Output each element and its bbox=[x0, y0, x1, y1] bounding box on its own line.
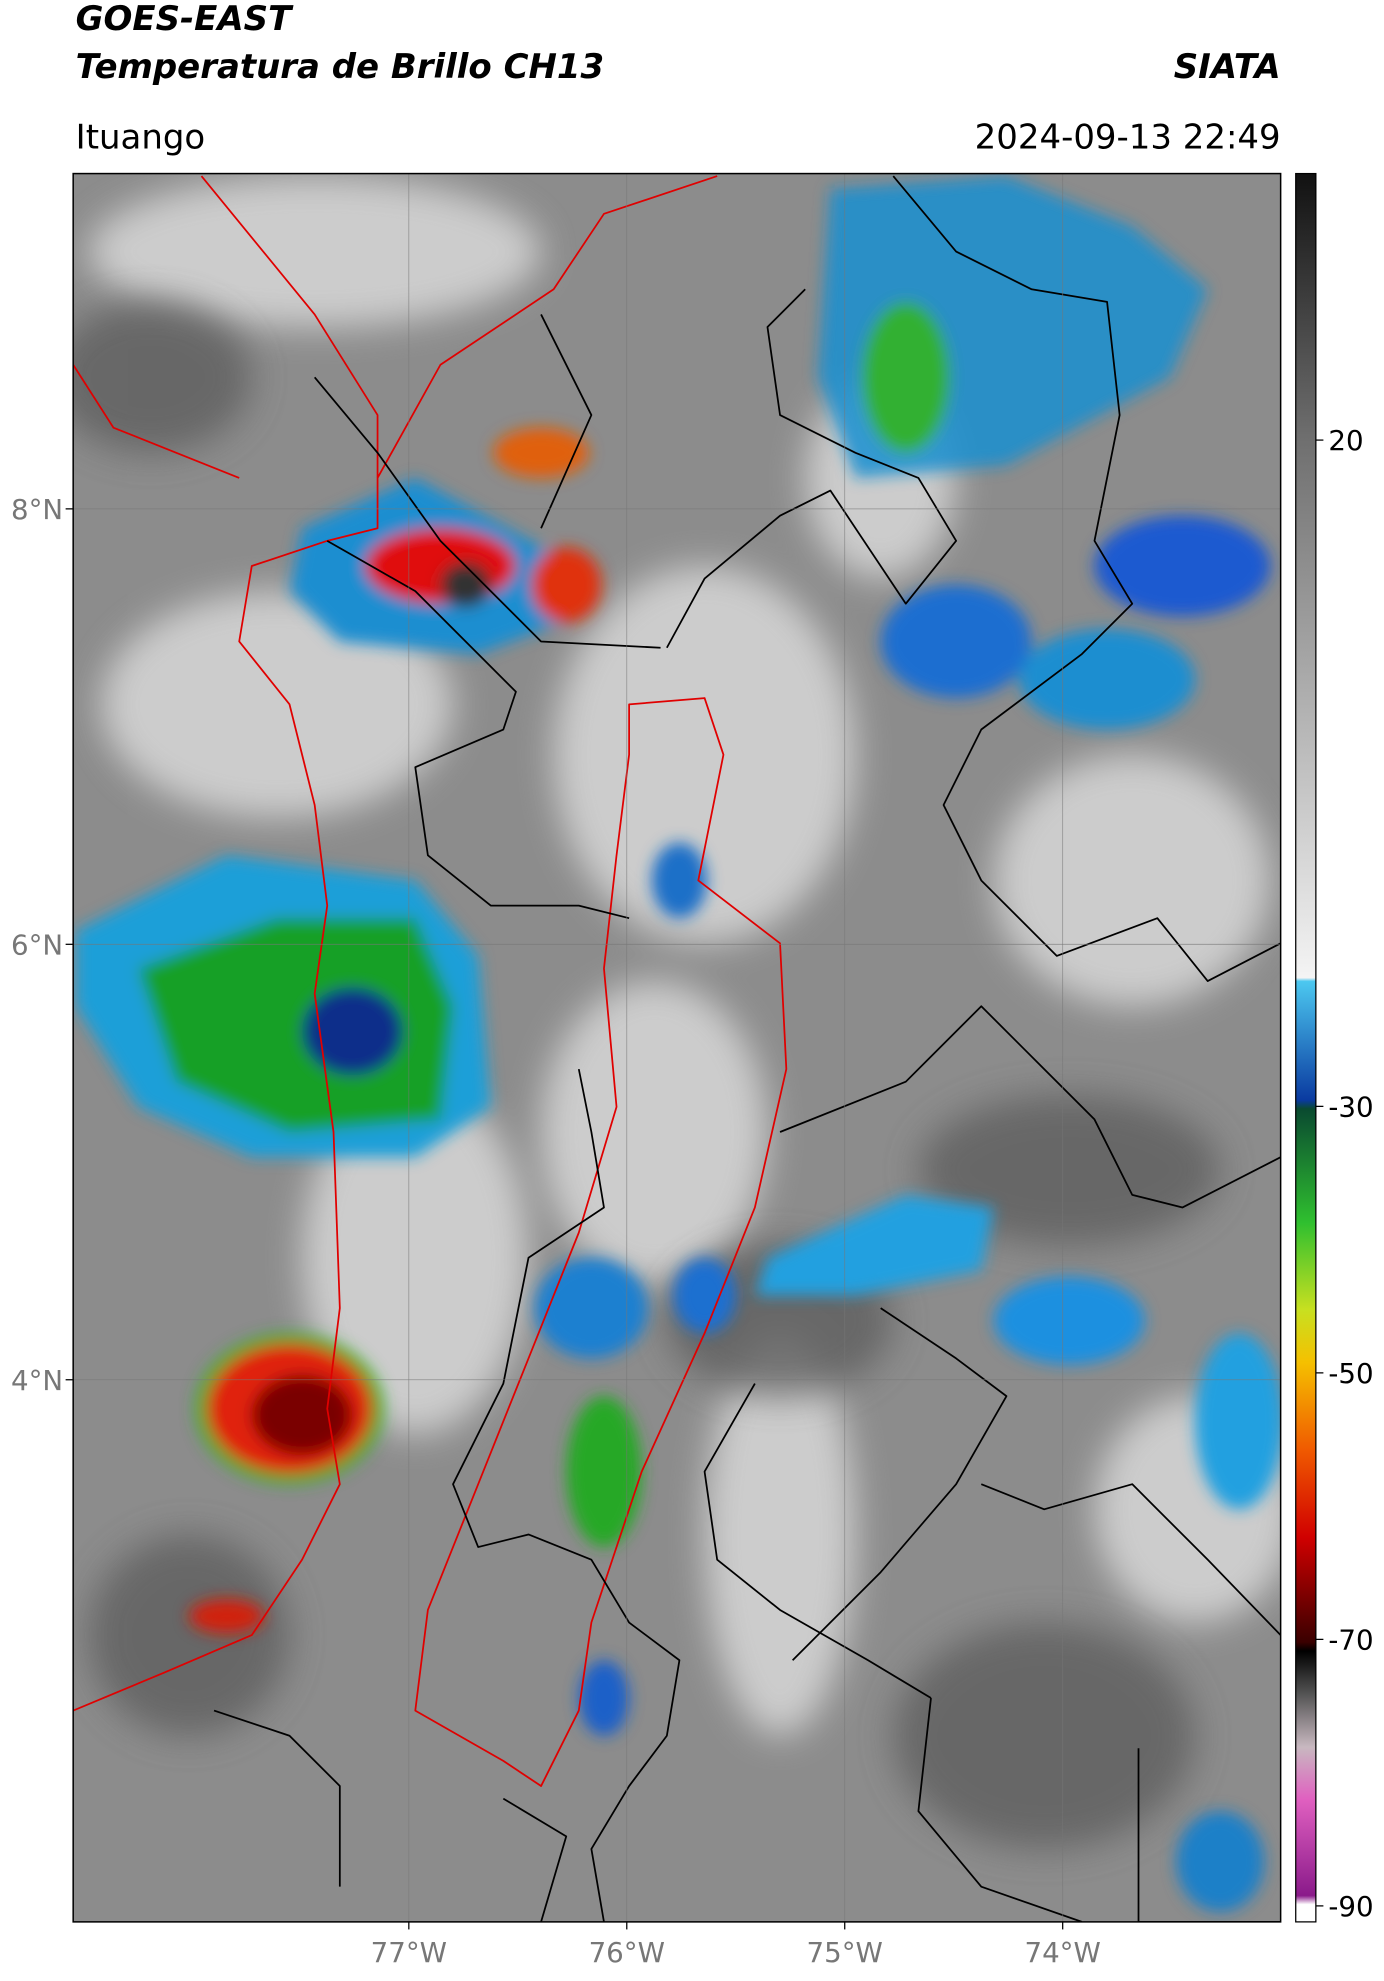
colorbar-tick-label: -30 bbox=[1328, 1090, 1373, 1123]
title: GOES-EAST bbox=[76, 0, 294, 39]
brand: SIATA bbox=[1174, 47, 1281, 87]
colorbar-tick-label: -50 bbox=[1328, 1357, 1373, 1390]
lon-tick-label: 75°W bbox=[807, 1936, 883, 1969]
colorbar-tick-label: 20 bbox=[1328, 424, 1363, 457]
subtitle: Temperatura de Brillo CH13 bbox=[76, 47, 604, 87]
satellite-image bbox=[73, 173, 1281, 1922]
lat-tick-label: 6°N bbox=[11, 928, 63, 961]
location: Ituango bbox=[76, 117, 206, 157]
colorbar bbox=[1295, 172, 1317, 1923]
lon-tick-label: 74°W bbox=[1024, 1936, 1100, 1969]
lon-tick-label: 77°W bbox=[371, 1936, 447, 1969]
graticule bbox=[73, 173, 1281, 1922]
colorbar-tick-label: -90 bbox=[1328, 1890, 1373, 1923]
lon-tick-label: 76°W bbox=[589, 1936, 665, 1969]
lat-tick-label: 4°N bbox=[11, 1364, 63, 1397]
map-frame bbox=[72, 172, 1282, 1923]
lat-tick-label: 8°N bbox=[11, 493, 63, 526]
colorbar-tick-label: -70 bbox=[1328, 1623, 1373, 1656]
datetime: 2024-09-13 22:49 bbox=[975, 117, 1281, 157]
